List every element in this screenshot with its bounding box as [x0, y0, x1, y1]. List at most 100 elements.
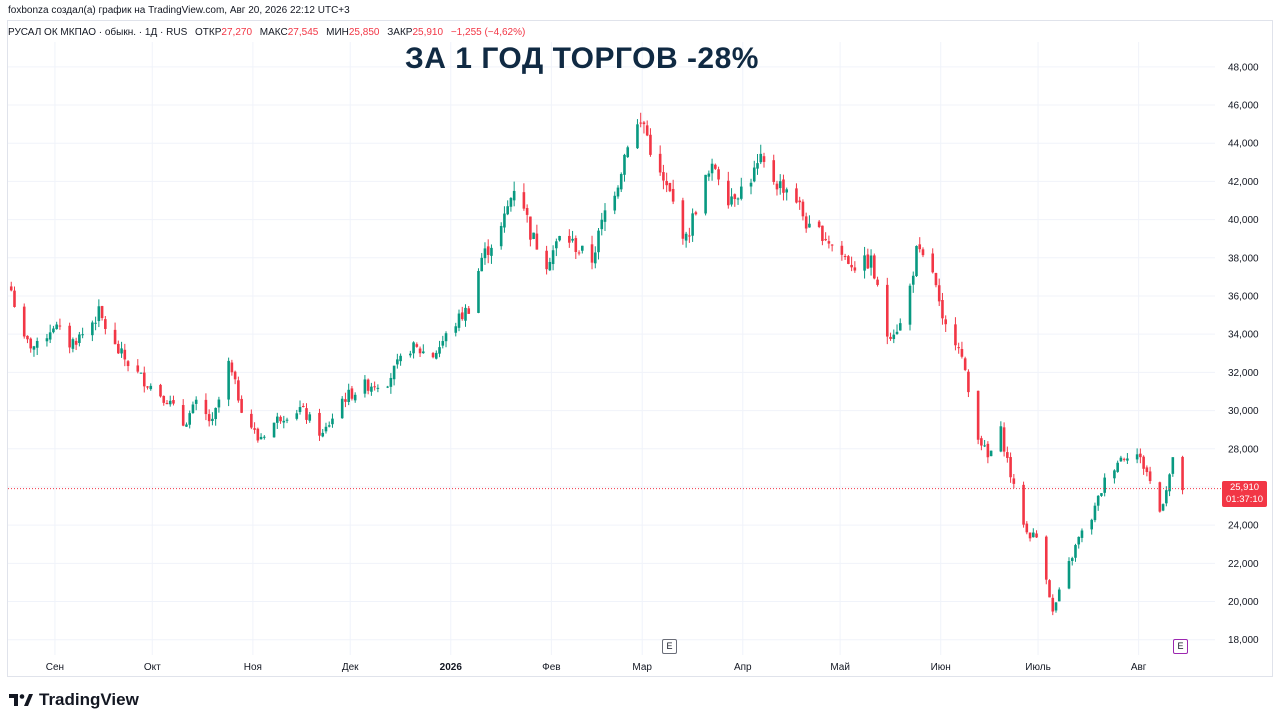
candle-body: [282, 420, 286, 423]
symbol-name[interactable]: РУСАЛ ОК МКПАО · обыкн. · 1Д · RUS: [8, 27, 188, 38]
candle-body: [165, 402, 169, 405]
candle-body: [1025, 523, 1029, 533]
candle-body: [117, 343, 120, 354]
candle-body: [525, 208, 529, 215]
candle-body: [727, 180, 730, 206]
candle-body: [272, 422, 276, 438]
candle-body: [1051, 597, 1055, 612]
x-tick-label: Авг: [1131, 662, 1147, 673]
candle-body: [944, 319, 947, 325]
y-tick-label: 34,000: [1228, 330, 1259, 341]
tradingview-logo[interactable]: TradingView: [9, 690, 139, 710]
candle-body: [1009, 457, 1012, 478]
candle-body: [555, 241, 558, 249]
candle-body: [704, 174, 707, 214]
y-tick-label: 36,000: [1228, 291, 1259, 302]
candle-body: [957, 347, 960, 349]
candle-body: [48, 332, 52, 340]
candle-body: [801, 201, 805, 217]
y-tick-label: 28,000: [1228, 444, 1259, 455]
candle-body: [847, 256, 850, 264]
candle-body: [623, 154, 626, 175]
candle-body: [149, 385, 153, 390]
earnings-event-badge[interactable]: E: [662, 639, 677, 654]
candle-body: [681, 200, 685, 239]
candle-body: [597, 230, 600, 253]
candle-body: [1006, 452, 1009, 458]
x-axis: Сен Окт Ноя Дек 2026 Фев Мар Апр Май Июн Июль Авг: [46, 662, 1147, 673]
candle-body: [227, 360, 230, 400]
candle-body: [551, 250, 555, 265]
candle-body: [1113, 470, 1116, 479]
candle-body: [1057, 589, 1061, 602]
candle-body: [662, 172, 665, 181]
last-price-value: 25,910: [1229, 481, 1260, 493]
candle-body: [688, 235, 691, 237]
candle-body: [457, 313, 461, 328]
candle-body: [503, 213, 506, 228]
candle-body: [68, 325, 71, 348]
candle-body: [600, 219, 604, 230]
candle-body: [45, 338, 49, 342]
candle-body: [415, 344, 419, 347]
candle-body: [35, 340, 39, 348]
candle-body: [490, 247, 493, 256]
candle-body: [1171, 457, 1175, 474]
candle-body: [843, 256, 847, 258]
candle-body: [509, 197, 513, 207]
candle-body: [545, 250, 548, 270]
candle-body: [804, 216, 808, 229]
candle-body: [146, 386, 149, 388]
candle-body: [590, 244, 594, 263]
candle-body: [1142, 456, 1145, 469]
candle-body: [619, 174, 623, 190]
candle-body: [120, 348, 123, 354]
candle-body: [980, 438, 983, 446]
candle-body: [1139, 453, 1142, 458]
tradingview-wordmark: TradingView: [39, 690, 139, 709]
candle-body: [941, 300, 944, 319]
candle-body: [1116, 462, 1119, 472]
candle-body: [74, 340, 78, 345]
candle-body: [250, 413, 253, 428]
candle-body: [983, 445, 986, 447]
candle-body: [642, 122, 646, 125]
candle-body: [276, 416, 279, 423]
y-tick-label: 44,000: [1228, 139, 1259, 150]
y-tick-label: 30,000: [1228, 406, 1259, 417]
x-tick-label: Апр: [734, 662, 752, 673]
candle-body: [1181, 456, 1184, 491]
candle-body: [256, 428, 260, 441]
candle-body: [665, 181, 668, 186]
candle-body: [714, 164, 717, 169]
candle-body: [347, 389, 350, 402]
candle-body: [253, 428, 256, 430]
candle-body: [162, 395, 166, 403]
candle-body: [918, 244, 922, 250]
candle-body: [756, 163, 759, 169]
candle-body: [954, 324, 957, 346]
candle-body: [1093, 505, 1097, 521]
candle-body: [535, 233, 539, 250]
candle-body: [486, 246, 490, 255]
candle-body: [240, 398, 243, 413]
candle-body: [58, 325, 62, 327]
bar-countdown: 01:37:10: [1226, 493, 1263, 505]
candle-body: [649, 134, 652, 155]
candle-body: [81, 334, 84, 336]
candle-body: [1122, 458, 1126, 460]
chart-headline: ЗА 1 ГОД ТОРГОВ -28%: [405, 42, 759, 75]
candle-body: [340, 398, 344, 419]
chart-frame: [7, 20, 1273, 677]
candle-body: [9, 286, 13, 291]
earnings-event-badge-upcoming[interactable]: E: [1173, 639, 1188, 654]
candle-body: [91, 322, 94, 336]
candle-body: [285, 419, 289, 421]
candle-body: [26, 335, 29, 340]
low-value: 25,850: [348, 27, 380, 38]
candle-body: [376, 387, 380, 389]
tradingview-icon: [9, 694, 33, 706]
x-tick-label: Июль: [1025, 662, 1051, 673]
symbol-legend: РУСАЛ ОК МКПАО · обыкн. · 1Д · RUS ОТКР2…: [8, 27, 525, 38]
